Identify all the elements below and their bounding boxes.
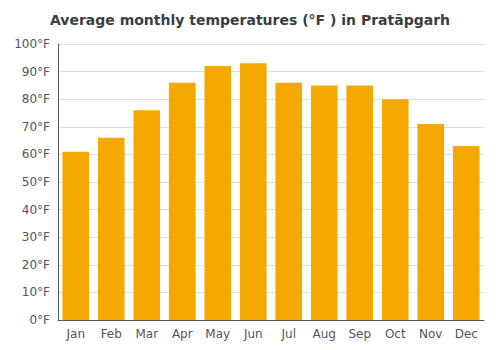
svg-text:Dec: Dec [455, 327, 478, 341]
svg-text:50°F: 50°F [22, 175, 50, 189]
svg-text:20°F: 20°F [22, 258, 50, 272]
svg-text:Sep: Sep [348, 327, 371, 341]
svg-text:Aug: Aug [313, 327, 336, 341]
svg-text:Oct: Oct [385, 327, 406, 341]
svg-text:Apr: Apr [172, 327, 193, 341]
svg-text:Mar: Mar [135, 327, 158, 341]
svg-text:Average monthly temperatures (: Average monthly temperatures (°F ) in Pr… [50, 12, 450, 28]
svg-text:40°F: 40°F [22, 203, 50, 217]
svg-text:Nov: Nov [419, 327, 442, 341]
svg-text:Jan: Jan [66, 327, 86, 341]
svg-text:10°F: 10°F [22, 285, 50, 299]
svg-text:May: May [205, 327, 230, 341]
svg-text:90°F: 90°F [22, 65, 50, 79]
svg-text:70°F: 70°F [22, 120, 50, 134]
svg-text:80°F: 80°F [22, 92, 50, 106]
svg-text:Feb: Feb [101, 327, 122, 341]
svg-text:Jun: Jun [243, 327, 263, 341]
svg-text:0°F: 0°F [29, 313, 50, 327]
svg-text:100°F: 100°F [14, 37, 50, 51]
svg-text:60°F: 60°F [22, 147, 50, 161]
svg-text:30°F: 30°F [22, 230, 50, 244]
svg-text:Jul: Jul [281, 327, 296, 341]
